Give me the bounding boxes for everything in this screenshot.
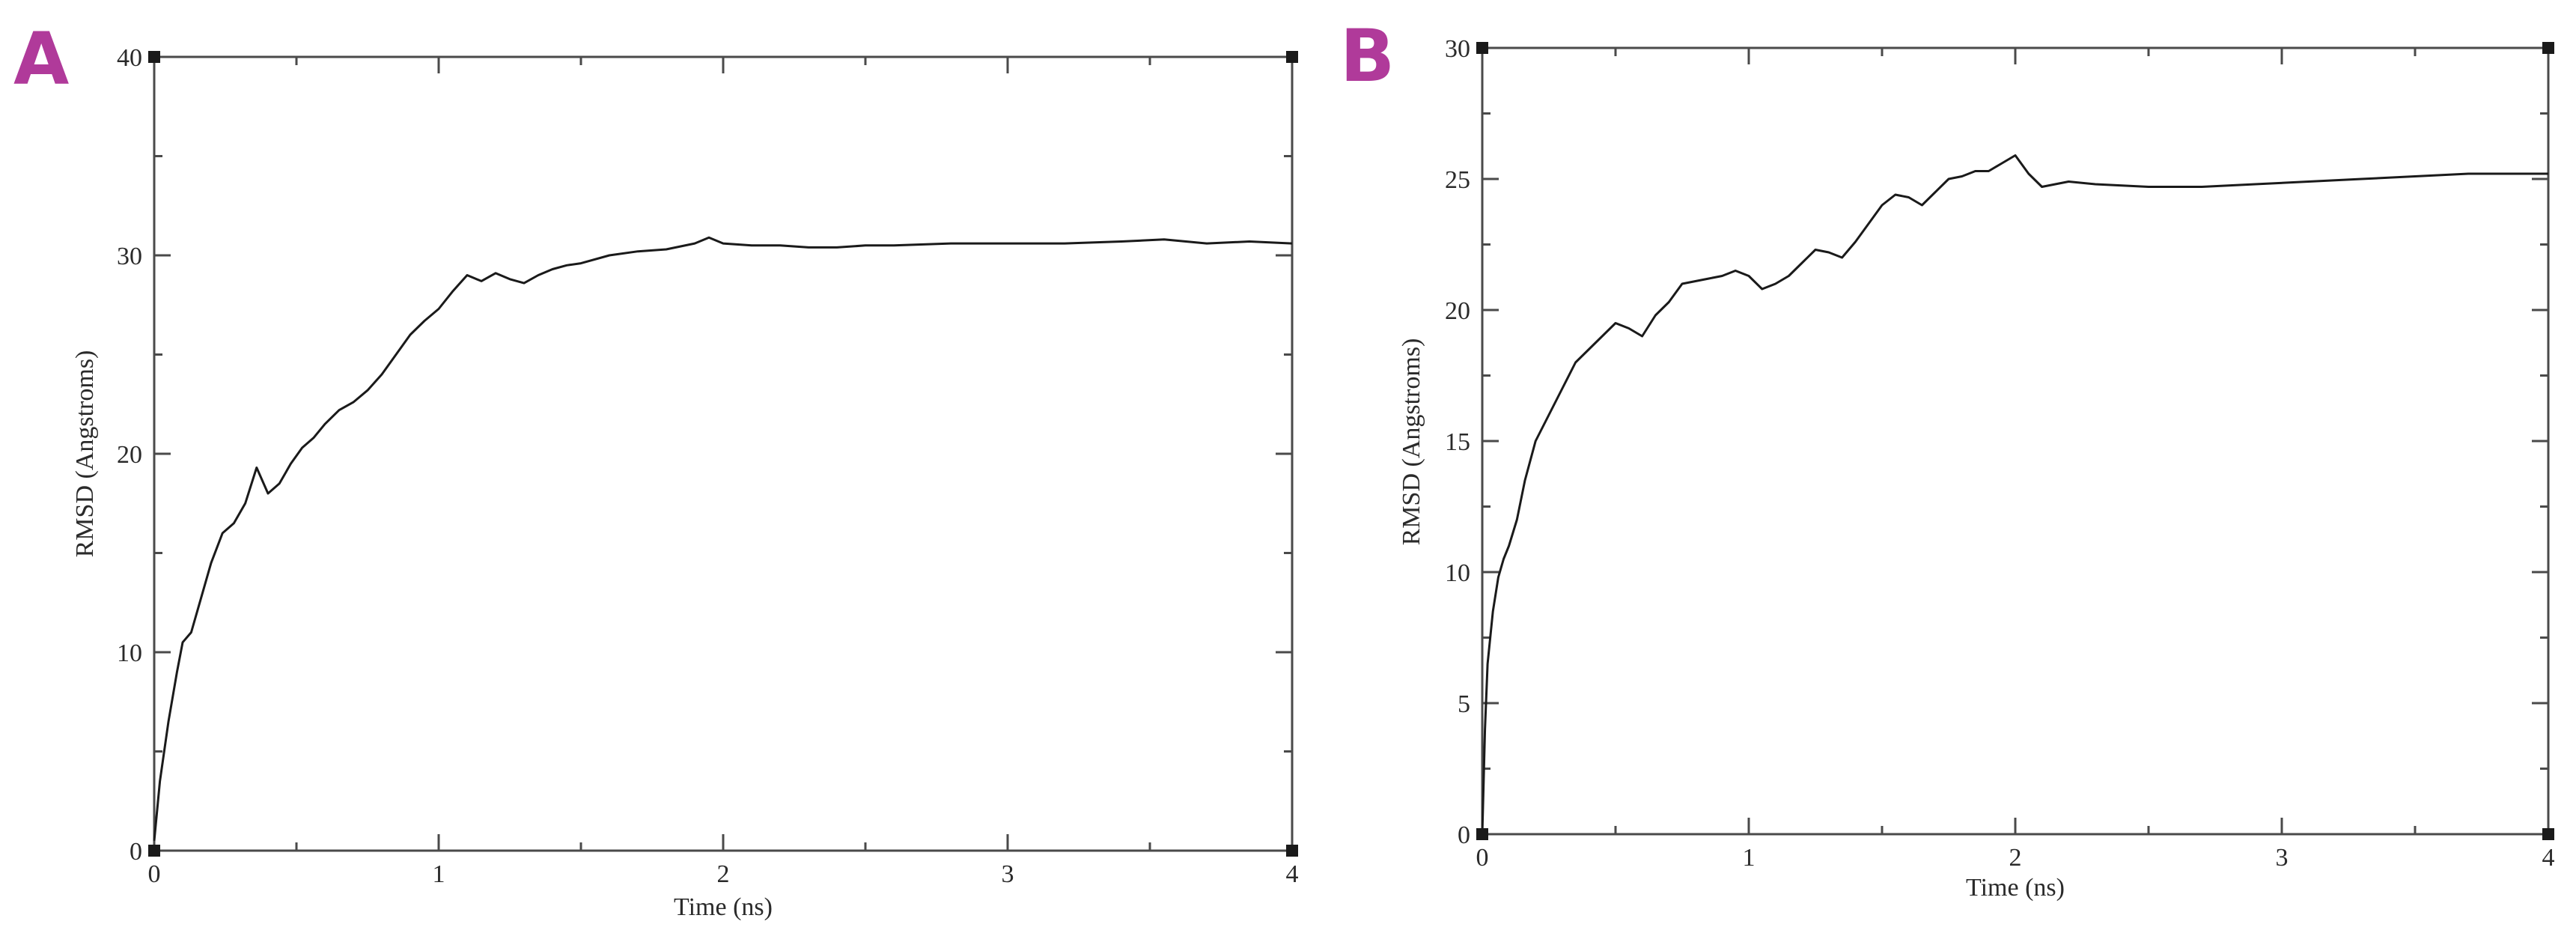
corner-marker xyxy=(2542,42,2554,54)
y-tick-label: 0 xyxy=(1458,821,1470,849)
corner-marker xyxy=(2542,828,2554,840)
corner-marker xyxy=(148,51,160,63)
y-tick-label: 10 xyxy=(1445,559,1470,587)
y-tick-label: 15 xyxy=(1445,428,1470,456)
x-tick-label: 3 xyxy=(2276,844,2289,872)
panel-a-x-axis-label: Time (ns) xyxy=(674,893,773,921)
y-tick-label: 10 xyxy=(117,639,142,667)
corner-marker xyxy=(1476,828,1488,840)
panel-a-letter: A xyxy=(13,17,69,101)
corner-marker xyxy=(1286,845,1298,857)
panel-b-letter: B xyxy=(1340,14,1395,98)
panel-b-x-axis-label: Time (ns) xyxy=(1966,874,2065,902)
panel-b-ticks xyxy=(1481,46,2550,836)
panel-a-y-axis-label: RMSD (Angstroms) xyxy=(71,350,99,558)
panel-b-plot-frame xyxy=(1481,46,2550,836)
x-tick-label: 4 xyxy=(2542,844,2555,872)
panel-a-plot-frame xyxy=(153,55,1294,852)
y-tick-label: 30 xyxy=(117,243,142,270)
panel-b-corner-markers xyxy=(1476,42,2554,840)
y-tick-label: 20 xyxy=(1445,297,1470,325)
x-tick-label: 4 xyxy=(1286,860,1299,888)
panel-a-rmsd-line xyxy=(153,236,1293,841)
x-tick-label: 2 xyxy=(2009,844,2022,872)
x-tick-label: 0 xyxy=(148,860,161,888)
x-tick-label: 1 xyxy=(433,860,445,888)
x-tick-label: 2 xyxy=(717,860,730,888)
y-tick-label: 0 xyxy=(130,838,142,866)
y-tick-label: 30 xyxy=(1445,35,1470,63)
x-tick-label: 3 xyxy=(1002,860,1014,888)
y-tick-label: 20 xyxy=(117,441,142,469)
panel-b-chart: B 0 1 2 3 4 0 5 10 15 20 25 30 Time (ns) RMSD (Angs… xyxy=(1340,14,2555,902)
y-tick-label: 40 xyxy=(117,44,142,72)
panel-a-corner-markers xyxy=(148,51,1298,857)
x-tick-label: 1 xyxy=(1743,844,1756,872)
corner-marker xyxy=(148,845,160,857)
corner-marker xyxy=(1476,42,1488,54)
x-tick-label: 0 xyxy=(1476,844,1489,872)
panel-b-y-axis-label: RMSD (Angstroms) xyxy=(1398,338,1425,546)
panel-a-ticks xyxy=(153,55,1294,852)
y-tick-label: 25 xyxy=(1445,166,1470,194)
y-tick-label: 5 xyxy=(1458,690,1470,718)
panel-b-rmsd-line xyxy=(1481,154,2548,835)
corner-marker xyxy=(1286,51,1298,63)
panel-b-tick-labels: 0 1 2 3 4 0 5 10 15 20 25 30 xyxy=(1445,35,2555,872)
